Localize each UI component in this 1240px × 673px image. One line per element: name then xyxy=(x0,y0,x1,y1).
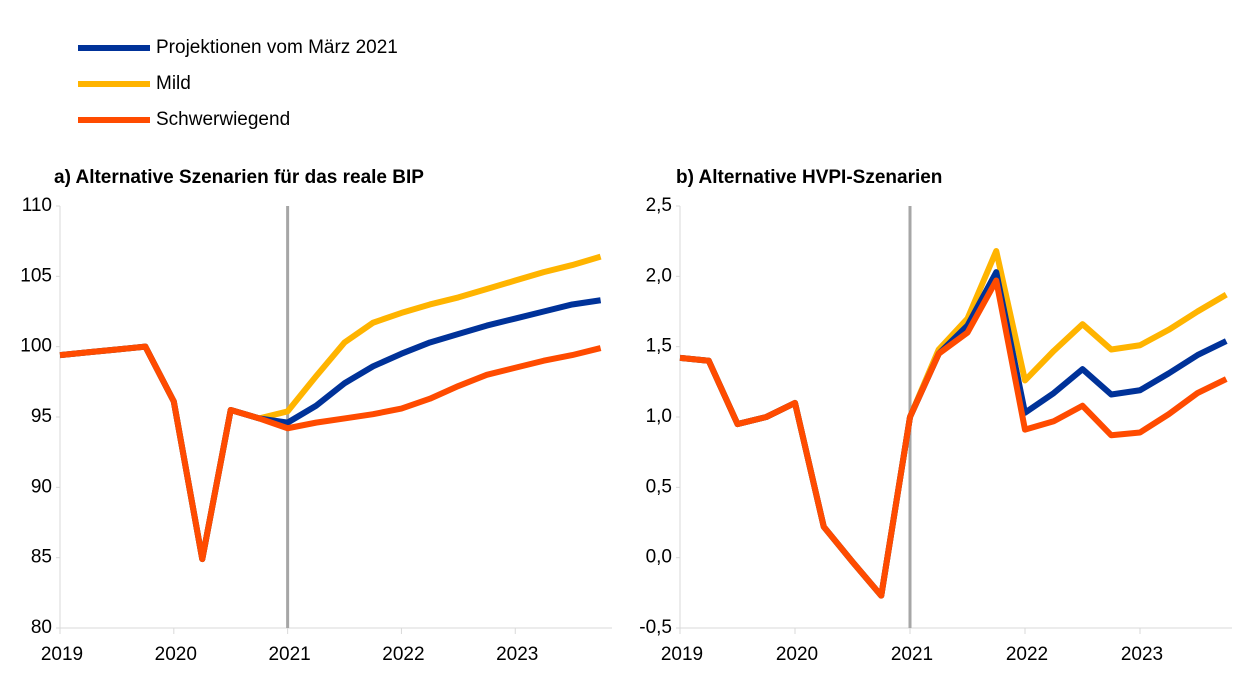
y-tick-label: 80 xyxy=(31,617,52,638)
x-tick-label: 2023 xyxy=(496,644,538,665)
y-tick-label: 0,5 xyxy=(646,476,672,497)
x-tick-label: 2022 xyxy=(1006,644,1048,665)
x-tick-label: 2019 xyxy=(661,644,703,665)
x-tick-label: 2020 xyxy=(155,644,197,665)
y-tick-label: 2,0 xyxy=(646,265,672,286)
y-tick-label: 1,5 xyxy=(646,336,672,357)
chart-title: b) Alternative HVPI-Szenarien xyxy=(676,167,942,188)
legend-label: Mild xyxy=(156,73,191,94)
y-tick-label: 85 xyxy=(31,547,52,568)
y-tick-label: 95 xyxy=(31,406,52,427)
y-tick-label: -0,5 xyxy=(639,617,672,638)
y-tick-label: 105 xyxy=(20,265,52,286)
legend-label: Projektionen vom März 2021 xyxy=(156,37,398,58)
series-line xyxy=(679,269,1228,599)
legend-label: Schwerwiegend xyxy=(156,109,290,130)
x-tick-label: 2019 xyxy=(41,644,83,665)
y-tick-label: 100 xyxy=(20,336,52,357)
x-tick-label: 2021 xyxy=(891,644,933,665)
series-line xyxy=(679,277,1228,599)
y-tick-label: 110 xyxy=(22,195,52,216)
series-line xyxy=(59,253,602,563)
x-tick-label: 2023 xyxy=(1121,644,1163,665)
chart-title: a) Alternative Szenarien für das reale B… xyxy=(54,167,424,188)
y-tick-label: 1,0 xyxy=(646,406,672,427)
y-tick-label: 0,0 xyxy=(646,547,672,568)
x-tick-label: 2020 xyxy=(776,644,818,665)
x-tick-label: 2021 xyxy=(268,644,310,665)
series-line xyxy=(59,297,602,563)
series-line xyxy=(59,343,602,563)
y-tick-label: 2,5 xyxy=(646,195,672,216)
series-line xyxy=(679,248,1228,599)
y-tick-label: 90 xyxy=(31,476,52,497)
x-tick-label: 2022 xyxy=(382,644,424,665)
